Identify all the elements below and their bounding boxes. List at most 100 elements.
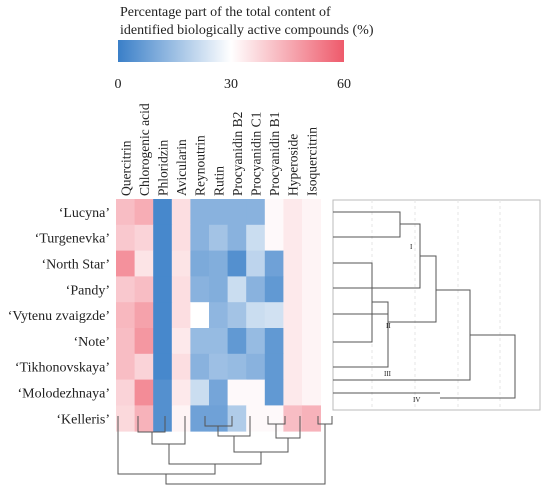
row-labels: ‘Lucyna’ ‘Turgenevka’ ‘North Star’ ‘Pandy’ ‘… [8,206,110,427]
heatmap-cell [246,250,266,277]
heatmap-cell [246,405,266,432]
column-label: Procyanidin B1 [267,112,282,196]
heatmap-cell [264,276,284,303]
heatmap-cell [134,199,154,226]
heatmap-cell [116,379,135,406]
heatmap-cell [116,302,135,329]
colorbar [118,40,344,62]
heatmap-cell [246,379,266,406]
heatmap-cell [227,328,247,355]
heatmap-cell [134,379,154,406]
column-dendrogram [117,416,333,485]
heatmap-cell [283,224,303,251]
heatmap-cell [283,328,303,355]
heatmap-cell [134,405,154,432]
column-label: Reynoutrin [193,135,208,196]
heatmap-cell [171,199,191,226]
colorbar-tick-label: 0 [115,77,122,92]
heatmap-cell [209,328,228,355]
colorbar-ticks: 0 30 60 [115,77,352,92]
heatmap-cell [171,353,191,380]
colorbar-title-line1: Percentage part of the total content of [120,5,331,20]
colorbar-title-line2: identified biologically active compounds… [120,23,374,38]
column-label: Isoquercitrin [304,127,319,196]
heatmap-cell [209,379,228,406]
colorbar-tick-label: 30 [224,77,238,92]
heatmap-cell [264,405,284,432]
row-label: ‘North Star’ [41,258,110,273]
heatmap-cell [209,353,228,380]
heatmap-cell [227,379,247,406]
heatmap-cell [264,302,284,329]
row-label: ‘Note’ [73,335,110,350]
row-label: ‘Vytenu zvaigzde’ [8,309,110,324]
heatmap-cell [190,328,210,355]
cluster-label: I [410,243,413,251]
cluster-label: II [386,322,391,330]
heatmap-cell [153,328,173,355]
heatmap-cell [171,302,191,329]
heatmap-cell [171,405,191,432]
column-label: Phloridzin [156,140,171,196]
heatmap-cell [246,276,266,303]
cluster-label: IV [413,396,420,404]
heatmap-cell [302,276,321,303]
colorbar-tick-label: 60 [337,77,351,92]
column-label: Chlorogenic acid [137,103,152,196]
row-label: ‘Tikhonovskaya’ [15,361,110,376]
heatmap-cell [302,224,321,251]
heatmap-cell [153,276,173,303]
cluster-label: III [384,370,392,378]
column-label: Avicularin [174,139,189,196]
heatmap-cell [116,328,135,355]
heatmap-cell [302,405,321,432]
heatmap-cell [227,405,247,432]
heatmap-cell [153,250,173,277]
heatmap-cell [171,276,191,303]
heatmap-cell [227,302,247,329]
heatmap-cell [264,353,284,380]
heatmap-cell [171,328,191,355]
heatmap-cell [209,199,228,226]
row-label: ‘Pandy’ [66,283,110,298]
heatmap-cell [264,224,284,251]
heatmap-cell [134,328,154,355]
heatmap-cell [209,276,228,303]
heatmap-cell [246,328,266,355]
row-label: ‘Lucyna’ [59,206,110,221]
heatmap-cell [227,353,247,380]
heatmap-cell [153,199,173,226]
column-label: Procyanidin C1 [249,112,264,196]
heatmap-cell [283,405,303,432]
heatmap-cell [153,379,173,406]
heatmap-cell [209,250,228,277]
heatmap-cell [134,276,154,303]
heatmap-cell [134,353,154,380]
row-label: ‘Molodezhnaya’ [17,387,110,402]
heatmap-cell [153,302,173,329]
heatmap-cells [116,199,321,432]
heatmap-cell [190,250,210,277]
heatmap-cell [283,302,303,329]
heatmap-cell [116,276,135,303]
heatmap-cell [116,199,135,226]
heatmap-cell [302,199,321,226]
heatmap-cell [116,405,135,432]
heatmap-cell [264,250,284,277]
heatmap-cell [246,302,266,329]
heatmap-cell [264,199,284,226]
heatmap-cell [302,379,321,406]
column-label: Hyperoside [286,134,301,196]
heatmap-cell [302,302,321,329]
heatmap-cell [171,224,191,251]
heatmap-cell [190,353,210,380]
heatmap-cell [227,224,247,251]
heatmap-cell [190,199,210,226]
heatmap-cell [153,224,173,251]
heatmap-cell [153,405,173,432]
heatmap-cell [246,353,266,380]
heatmap-cell [134,224,154,251]
heatmap-cell [209,224,228,251]
